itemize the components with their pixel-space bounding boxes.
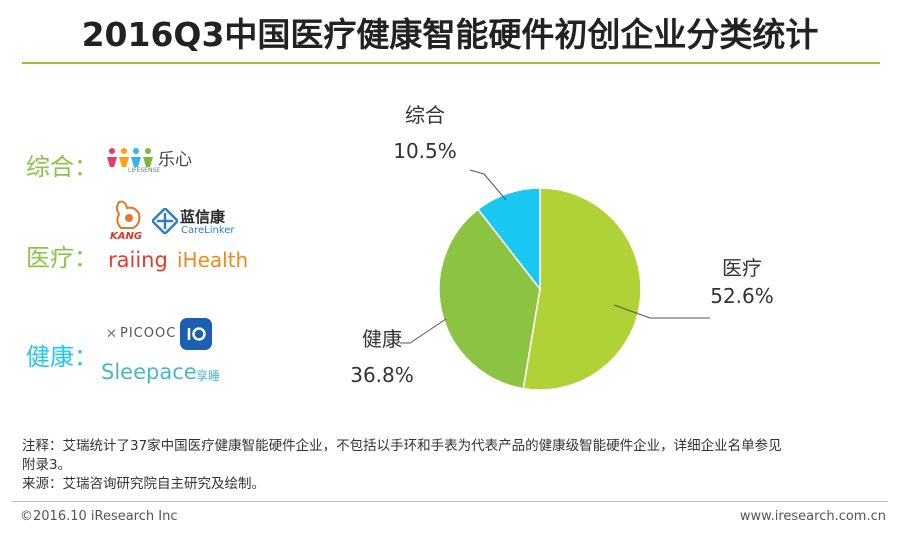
- ihealth-logo: iHealth: [177, 248, 249, 272]
- slice-value-1: 36.8%: [350, 363, 414, 387]
- slice-value-2: 10.5%: [393, 139, 457, 163]
- copyright: ©2016.10 iResearch Inc: [20, 509, 178, 524]
- lifesense-people-icon: [107, 148, 153, 167]
- source-line: 来源：艾瑞咨询研究院自主研究及绘制。: [22, 476, 265, 492]
- pie-slice-1: [438, 208, 541, 390]
- picooc-text: PICOOC: [120, 326, 177, 341]
- sleepace-cn-text: 享睡: [196, 369, 221, 383]
- pie-slice-2: [476, 187, 541, 292]
- category-label-health: 健康：: [26, 343, 98, 371]
- sleepace-logo: Sleepace: [101, 360, 197, 384]
- leader-line-0: [613, 304, 710, 319]
- slice-label-0: 医疗: [722, 256, 762, 280]
- picooc-x-icon: ✕: [106, 327, 117, 342]
- carelinker-en-text: CareLinker: [181, 225, 235, 236]
- slice-label-2: 综合: [405, 103, 445, 127]
- category-label-integrated: 综合：: [26, 153, 98, 181]
- kang-text: KANG: [110, 231, 143, 242]
- note-line-2: 附录3。: [22, 457, 72, 473]
- title-divider: [22, 62, 880, 64]
- footer-divider: [12, 501, 888, 502]
- note-line-1: 注释：艾瑞统计了37家中国医疗健康智能硬件企业，不包括以手环和手表为代表产品的健…: [22, 438, 782, 454]
- slice-value-0: 52.6%: [710, 284, 774, 308]
- slice-label-1: 健康: [362, 327, 402, 351]
- lifesense-en-text: LIFESENSE: [128, 167, 161, 174]
- carelinker-cn-text: 蓝信康: [180, 208, 226, 226]
- page-title: 2016Q3中国医疗健康智能硬件初创企业分类统计: [81, 15, 819, 54]
- leader-line-2: [469, 169, 507, 201]
- raiing-logo: raiing: [108, 248, 168, 272]
- category-label-medical: 医疗：: [26, 244, 98, 272]
- footnote: 注释：艾瑞统计了37家中国医疗健康智能硬件企业，不包括以手环和手表为代表产品的健…: [22, 437, 890, 494]
- kangaroo-icon: [116, 200, 141, 229]
- app-icon: [180, 318, 212, 350]
- lifesense-cn-text: 乐心: [158, 150, 192, 170]
- pie-slice-0: [522, 187, 642, 391]
- website-url: www.iresearch.com.cn: [739, 509, 886, 524]
- leader-line-1: [400, 318, 447, 344]
- carelinker-icon: [152, 208, 178, 234]
